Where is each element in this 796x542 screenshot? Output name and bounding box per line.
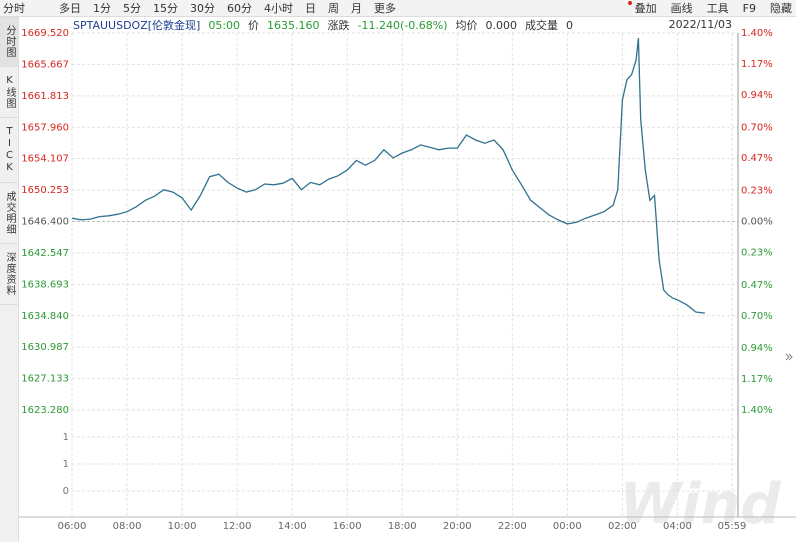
period-button[interactable]: 月 bbox=[351, 2, 362, 15]
period-button[interactable]: 15分 bbox=[153, 2, 178, 15]
x-tick-label: 16:00 bbox=[333, 521, 362, 532]
symbol: SPTAUUSDOZ[伦敦金现] bbox=[73, 19, 201, 32]
sidebar-tab[interactable]: 分时图 bbox=[0, 17, 18, 67]
action-button[interactable]: 工具 bbox=[706, 2, 729, 15]
volume-label: 成交量 bbox=[525, 19, 559, 32]
action-button[interactable]: F9 bbox=[742, 1, 756, 15]
x-tick-label: 20:00 bbox=[443, 521, 472, 532]
x-tick-label: 04:00 bbox=[663, 521, 692, 532]
x-tick-label: 22:00 bbox=[498, 521, 527, 532]
x-tick-label: 12:00 bbox=[223, 521, 252, 532]
y-tick-label: 1623.280 bbox=[21, 405, 69, 416]
y-tick-label: 1627.133 bbox=[21, 374, 69, 385]
period-button[interactable]: 更多 bbox=[374, 2, 396, 15]
y2-tick-label: 0.70% bbox=[741, 311, 773, 322]
x-tick-label: 02:00 bbox=[608, 521, 637, 532]
x-tick-label: 00:00 bbox=[553, 521, 582, 532]
change: -11.240(-0.68%) bbox=[357, 18, 448, 32]
x-tick-label: 14:00 bbox=[278, 521, 307, 532]
period-button[interactable]: 周 bbox=[328, 2, 339, 15]
volume: 0 bbox=[566, 18, 574, 32]
price-line bbox=[71, 38, 705, 314]
x-tick-label: 06:00 bbox=[58, 521, 87, 532]
watermark: Wind bbox=[620, 472, 782, 537]
y2-tick-label: 1.17% bbox=[741, 59, 773, 70]
x-tick-label: 18:00 bbox=[388, 521, 417, 532]
y2-tick-label: 0.23% bbox=[741, 186, 773, 197]
x-tick-label: 08:00 bbox=[113, 521, 142, 532]
y2-tick-label: 0.23% bbox=[741, 247, 773, 258]
y2-tick-label: 1.40% bbox=[741, 405, 773, 416]
period-button[interactable]: 1分 bbox=[93, 2, 111, 15]
period-button[interactable]: 5分 bbox=[123, 2, 141, 15]
avg-label: 均价 bbox=[455, 19, 478, 32]
y-tick-label: 1665.667 bbox=[21, 59, 69, 70]
sidebar: 分时图 K线图 TICK 成交明细 深度资料 bbox=[0, 17, 19, 542]
toolbar-actions: 叠加 画线 工具 F9 隐藏 bbox=[621, 0, 792, 16]
y2-tick-label: 1.17% bbox=[741, 374, 773, 385]
avg: 0.000 bbox=[485, 18, 518, 32]
quote-bar: SPTAUUSDOZ[伦敦金现] 05:00 价 1635.160 涨跌 -11… bbox=[73, 17, 581, 33]
period-button[interactable]: 60分 bbox=[227, 2, 252, 15]
y-tick-label: 1634.840 bbox=[21, 311, 69, 322]
y2-tick-label: 0.70% bbox=[741, 122, 773, 133]
period-button[interactable]: 日 bbox=[305, 2, 316, 15]
price-label: 价 bbox=[248, 19, 260, 32]
sidebar-tab[interactable]: 成交明细 bbox=[0, 183, 18, 244]
sidebar-tab[interactable]: 深度资料 bbox=[0, 244, 18, 305]
y-tick-label: 1646.400 bbox=[21, 217, 69, 228]
x-tick-label: 05:59 bbox=[718, 521, 747, 532]
price: 1635.160 bbox=[267, 18, 320, 32]
action-button[interactable]: 画线 bbox=[670, 2, 693, 15]
y2-tick-label: 0.94% bbox=[741, 90, 773, 101]
period-button[interactable]: 分时 bbox=[3, 2, 25, 15]
sidebar-tab[interactable]: TICK bbox=[0, 118, 18, 183]
y2-tick-label: 0.47% bbox=[741, 280, 773, 291]
period-button[interactable]: 4小时 bbox=[264, 2, 293, 15]
y2-tick-label: 0.47% bbox=[741, 153, 773, 164]
volume-tick-label: 1 bbox=[63, 432, 69, 443]
action-button[interactable]: 叠加 bbox=[634, 2, 657, 15]
expand-icon[interactable] bbox=[785, 353, 793, 361]
y2-tick-label: 1.40% bbox=[741, 28, 773, 39]
y-tick-label: 1638.693 bbox=[21, 279, 69, 290]
y-tick-label: 1669.520 bbox=[21, 28, 69, 39]
action-button[interactable]: 隐藏 bbox=[770, 2, 792, 15]
y-tick-label: 1654.107 bbox=[21, 154, 69, 165]
x-tick-label: 10:00 bbox=[168, 521, 197, 532]
y-tick-label: 1661.813 bbox=[21, 91, 69, 102]
y2-tick-label: 0.00% bbox=[741, 217, 773, 228]
change-label: 涨跌 bbox=[327, 19, 350, 32]
notify-dot bbox=[628, 1, 632, 5]
time: 05:00 bbox=[208, 18, 241, 32]
period-button[interactable]: 多日 bbox=[59, 2, 81, 15]
y-tick-label: 1630.987 bbox=[21, 342, 69, 353]
date: 2022/11/03 bbox=[668, 18, 732, 31]
y-tick-label: 1642.547 bbox=[21, 248, 69, 259]
volume-tick-label: 1 bbox=[63, 459, 69, 470]
volume-tick-label: 0 bbox=[63, 486, 69, 497]
y-tick-label: 1657.960 bbox=[21, 122, 69, 133]
toolbar: 分时 多日 1分 5分 15分 30分 60分 4小时日周月更多 bbox=[0, 0, 796, 17]
y2-tick-label: 0.94% bbox=[741, 343, 773, 354]
sidebar-tab[interactable]: K线图 bbox=[0, 67, 18, 118]
y-tick-label: 1650.253 bbox=[21, 185, 69, 196]
period-button[interactable]: 30分 bbox=[190, 2, 215, 15]
